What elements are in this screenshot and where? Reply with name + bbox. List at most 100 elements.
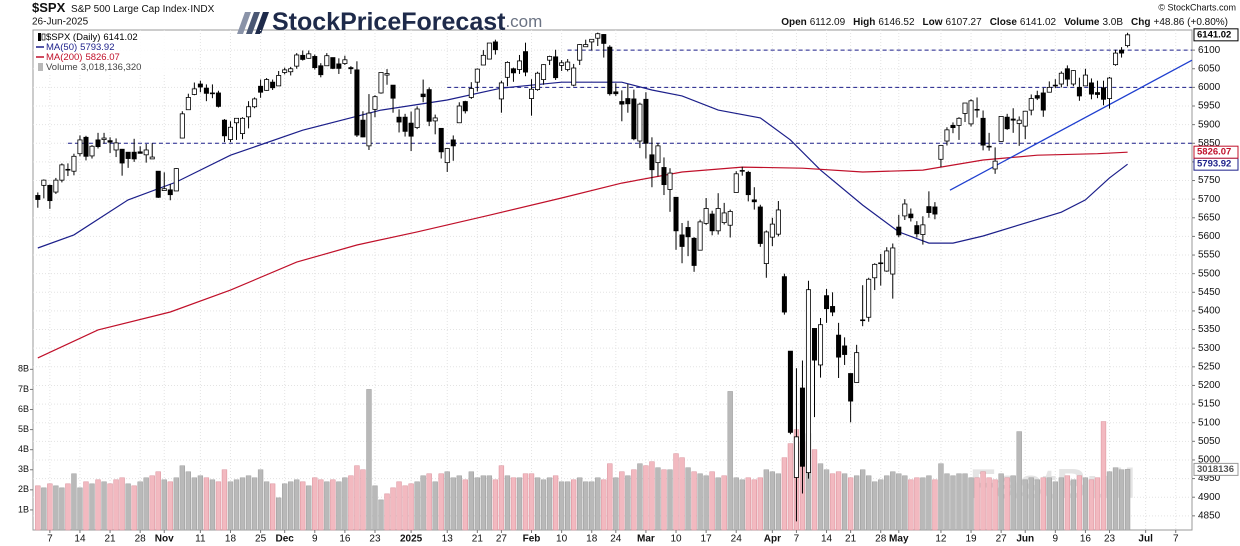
legend-name: Volume <box>46 62 78 73</box>
y-tick-label: 5650 <box>1198 212 1221 223</box>
volume-bar <box>113 479 119 531</box>
volume-bar <box>402 485 408 531</box>
volume-bar <box>372 485 378 531</box>
candle-body <box>872 263 878 279</box>
candle-body <box>155 170 161 198</box>
legend-name: MA(50) <box>46 42 77 53</box>
candle-body <box>107 140 113 143</box>
candle-body <box>95 139 101 148</box>
x-tick-label: May <box>889 534 909 545</box>
y-tick-label: 5100 <box>1198 417 1221 428</box>
quote-value: 6146.52 <box>878 17 915 28</box>
volume-bar <box>896 473 902 531</box>
volume-bar <box>1028 477 1034 531</box>
volume-bar <box>841 473 848 531</box>
quote-value: 6141.02 <box>1020 17 1057 28</box>
candle-body <box>661 167 667 186</box>
candle-body <box>342 59 348 64</box>
volume-bar <box>131 485 137 531</box>
candle-body <box>252 98 258 108</box>
candle-body <box>613 91 619 95</box>
volume-tick-label: 6B <box>18 404 29 414</box>
candle-body <box>450 139 456 147</box>
candle-body <box>986 145 992 148</box>
credit: © StockCharts.com <box>1158 2 1236 12</box>
volume-bar <box>571 479 577 531</box>
volume-bar <box>89 483 95 531</box>
candle-body <box>601 34 607 44</box>
x-tick-label: Dec <box>275 534 294 545</box>
volume-bar <box>342 477 348 531</box>
candle-body <box>1022 110 1028 127</box>
candle-body <box>860 319 866 322</box>
volume-bar <box>1106 471 1113 531</box>
candle-body <box>384 73 390 76</box>
volume-bar <box>860 469 866 531</box>
candle-body <box>1082 74 1088 87</box>
candle-body <box>462 101 468 112</box>
candle-body <box>769 223 775 238</box>
volume-bar <box>492 479 499 531</box>
volume-bar <box>775 473 782 531</box>
logo-mark <box>246 12 260 34</box>
volume-bar <box>59 487 65 531</box>
candle-body <box>974 108 980 111</box>
volume-bar <box>540 479 547 531</box>
candle-body <box>739 170 745 172</box>
logo-mark <box>237 12 251 34</box>
x-tick-label: 2025 <box>400 534 423 545</box>
volume-bar <box>853 475 860 531</box>
x-tick-label: 28 <box>135 534 147 545</box>
candle-body <box>390 84 396 99</box>
y-tick-label: 5700 <box>1198 194 1221 205</box>
x-tick-label: 27 <box>496 534 508 545</box>
volume-bar <box>179 465 185 531</box>
volume-bar <box>872 481 878 531</box>
candle-body <box>896 226 902 236</box>
candle-body <box>962 102 968 114</box>
candle-body <box>408 122 414 137</box>
volume-bar <box>516 477 523 531</box>
volume-bar <box>462 479 468 531</box>
candle-body <box>721 212 727 224</box>
y-tick-label: 5950 <box>1198 101 1221 112</box>
candle-body <box>1070 70 1076 85</box>
volume-last: 3018136 <box>1197 464 1234 475</box>
candle-body <box>240 117 246 134</box>
ma-line <box>37 151 1128 359</box>
x-tick-label: 14 <box>74 534 86 545</box>
chart-date: 26-Jun-2025 <box>32 17 89 28</box>
candle-body <box>1100 87 1107 100</box>
candle-body <box>830 306 836 313</box>
candle-body <box>246 106 252 118</box>
volume-bar <box>908 479 914 531</box>
volume-bar <box>787 443 794 531</box>
candle-body <box>818 324 824 366</box>
volume-bar <box>1046 477 1052 531</box>
candle-body <box>1113 52 1119 66</box>
candle-body <box>1046 86 1052 93</box>
candle-body <box>161 188 167 191</box>
x-tick-label: 14 <box>821 534 833 545</box>
volume-bar <box>1112 467 1119 531</box>
candle-body <box>209 92 215 95</box>
x-tick-label: 7 <box>47 534 53 545</box>
volume-bar <box>601 479 607 531</box>
volume-bar <box>685 467 691 531</box>
candle-body <box>854 352 860 383</box>
logo-text: StockPriceForecast.com <box>272 8 542 36</box>
y-tick-label: 5750 <box>1198 175 1221 186</box>
volume-bar <box>360 469 366 531</box>
candle-body <box>522 51 529 73</box>
y-tick-label: 5500 <box>1198 268 1221 279</box>
volume-bar <box>1082 477 1089 531</box>
candle-body <box>848 373 854 402</box>
volume-bar <box>245 475 252 531</box>
candle-body <box>510 68 516 74</box>
volume-bar <box>318 479 324 531</box>
candle-body <box>276 75 282 87</box>
volume-bar <box>1058 477 1065 531</box>
candle-body <box>902 203 908 217</box>
candle-body <box>1010 118 1016 121</box>
